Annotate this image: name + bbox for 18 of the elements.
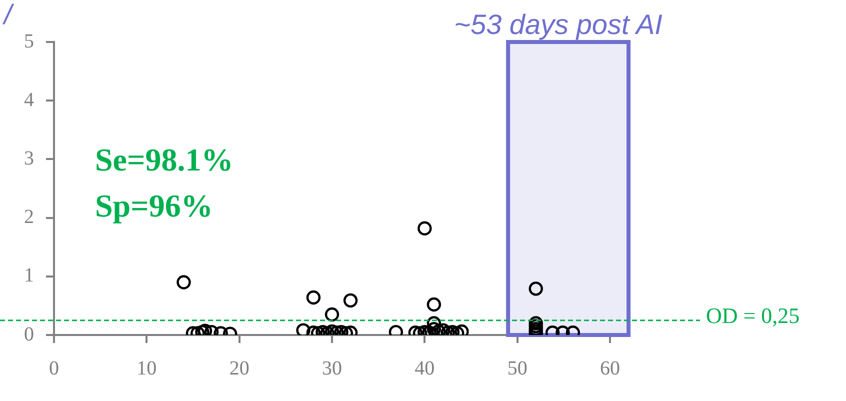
band-label: ~53 days post AI xyxy=(454,8,663,40)
y-tick-label: 3 xyxy=(24,147,34,170)
annotation: Sp=96% xyxy=(95,187,213,224)
x-tick-label: 10 xyxy=(136,357,157,380)
text: / xyxy=(2,0,15,30)
x-tick-label: 30 xyxy=(322,357,342,380)
annotation: Se=98.1% xyxy=(95,141,234,178)
x-tick-label: 60 xyxy=(600,357,620,380)
y-tick-label: 4 xyxy=(24,88,34,111)
x-tick-label: 50 xyxy=(507,357,528,380)
x-tick-label: 20 xyxy=(229,357,250,380)
x-tick-label: 0 xyxy=(49,357,59,380)
y-tick-label: 2 xyxy=(24,206,34,228)
y-tick-label: 0 xyxy=(24,323,34,346)
ref-line-label: OD = 0,25 xyxy=(706,303,800,328)
x-tick-label: 40 xyxy=(414,357,435,380)
y-tick-label: 5 xyxy=(24,30,34,52)
y-tick-label: 1 xyxy=(24,264,34,287)
